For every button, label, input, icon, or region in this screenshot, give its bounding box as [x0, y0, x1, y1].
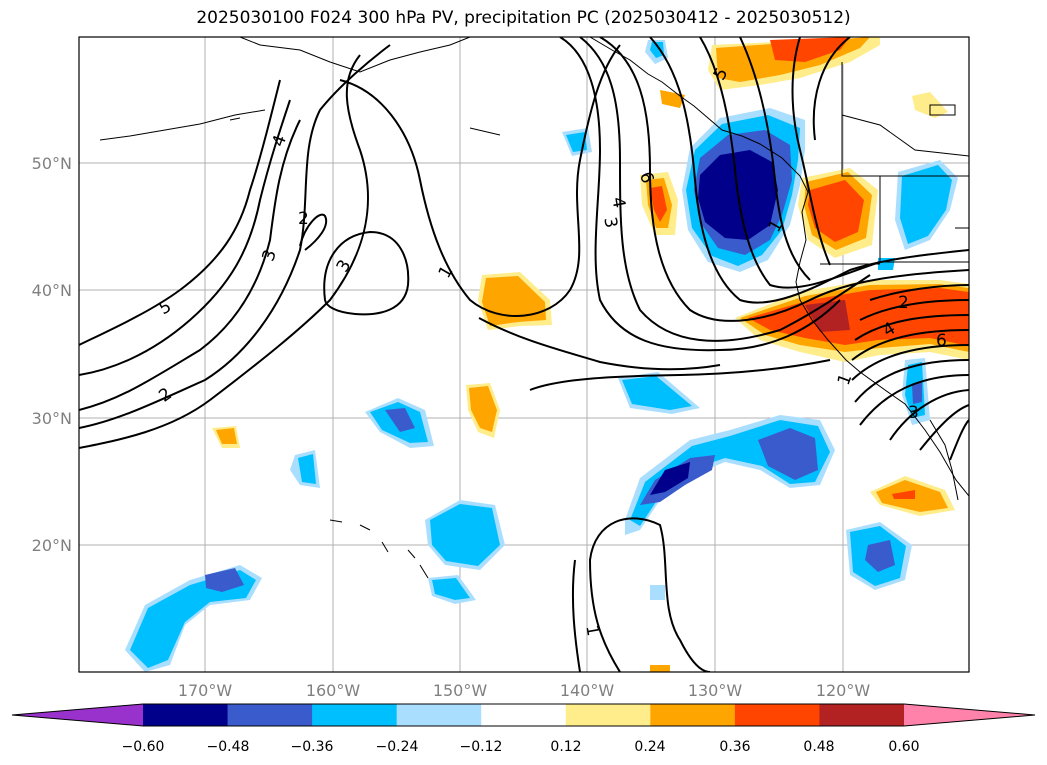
colorbar-extend-low	[12, 704, 143, 726]
lon-label: 130°W	[688, 681, 743, 700]
lat-label: 20°N	[32, 536, 72, 555]
lat-label: 40°N	[32, 281, 72, 300]
contour-label: 1	[581, 624, 603, 638]
colorbar-tick-label: 0.60	[888, 739, 919, 755]
contour-label: 2	[898, 293, 909, 313]
colorbar-segment	[650, 704, 736, 726]
lon-label: 120°W	[816, 681, 871, 700]
contour-label: 2	[298, 209, 309, 229]
contour-label: 4	[607, 196, 629, 210]
contour-label: 3	[908, 403, 919, 423]
colorbar-tick-label: 0.48	[803, 739, 834, 755]
colorbar-tick-label: −0.12	[460, 739, 503, 755]
lon-label: 170°W	[178, 681, 233, 700]
lat-labels: 50°N 40°N 30°N 20°N	[32, 154, 72, 555]
colorbar-segment	[734, 704, 820, 726]
lat-label: 50°N	[32, 154, 72, 173]
colorbar	[11, 703, 1036, 727]
colorbar-outline	[11, 703, 1036, 727]
lat-label: 30°N	[32, 409, 72, 428]
colorbar-segment	[227, 704, 313, 726]
colorbar-tick-label: 0.12	[550, 739, 581, 755]
colorbar-segment	[396, 704, 482, 726]
contour-label: 3	[599, 216, 621, 230]
lon-label: 160°W	[306, 681, 361, 700]
colorbar-segment	[312, 704, 398, 726]
colorbar-extend-high	[904, 704, 1035, 726]
colorbar-segment	[481, 704, 567, 726]
pv-contours	[79, 37, 969, 672]
colorbar-segment	[819, 704, 905, 726]
colorbar-tick-label: 0.24	[634, 739, 665, 755]
map-border	[78, 36, 970, 673]
colorbar-segment	[565, 704, 651, 726]
colorbar-tick-label: 0.36	[719, 739, 750, 755]
contour-label: 6	[936, 331, 947, 351]
colorbar-tick-labels: −0.60 −0.48 −0.36 −0.24 −0.12 0.12 0.24 …	[122, 739, 920, 755]
lon-labels: 170°W 160°W 150°W 140°W 130°W 120°W	[178, 681, 871, 700]
colorbar-tick-label: −0.24	[376, 739, 419, 755]
colorbar-tick-label: −0.48	[207, 739, 250, 755]
lon-label: 140°W	[560, 681, 615, 700]
map-title: 2025030100 F024 300 hPa PV, precipitatio…	[196, 8, 851, 28]
lon-label: 150°W	[433, 681, 488, 700]
colorbar-tick-label: −0.60	[122, 739, 165, 755]
colorbar-tick-label: −0.36	[291, 739, 334, 755]
colorbar-segment	[143, 704, 229, 726]
